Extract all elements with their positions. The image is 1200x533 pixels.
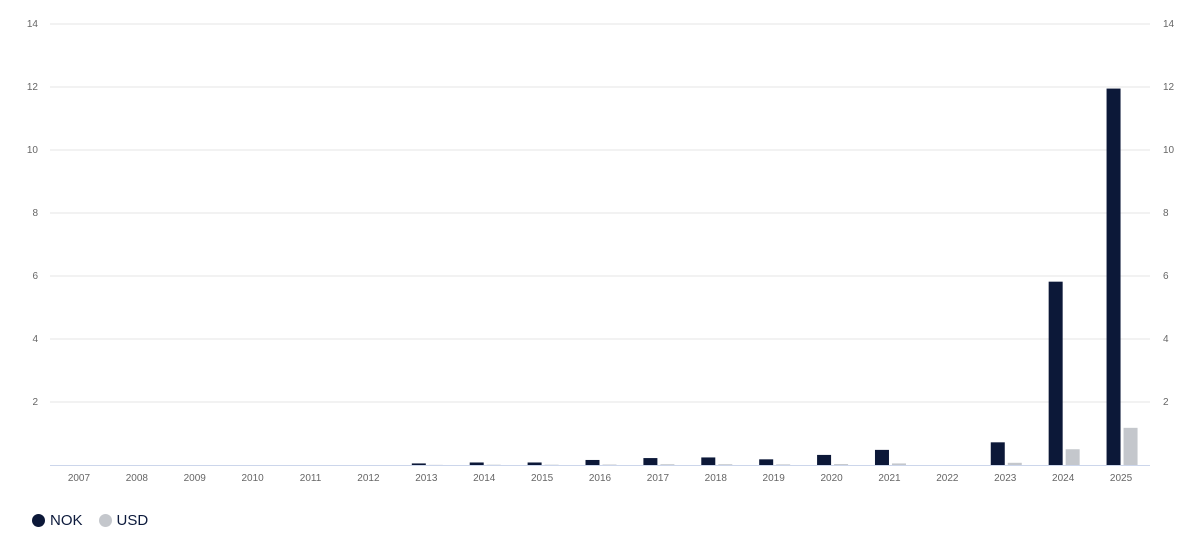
y-tick-label-left: 6 — [32, 271, 38, 282]
legend: NOK USD — [32, 512, 148, 529]
bar-usd-2025[interactable] — [1123, 427, 1138, 465]
bar-usd-2023[interactable] — [1007, 462, 1022, 465]
x-tick-label: 2015 — [531, 473, 554, 484]
x-tick-label: 2011 — [300, 473, 322, 484]
x-tick-label: 2010 — [242, 473, 265, 484]
bar-nok-2021[interactable] — [874, 449, 889, 465]
x-tick-label: 2021 — [878, 473, 901, 484]
bar-usd-2017[interactable] — [660, 464, 675, 465]
legend-label-usd: USD — [116, 512, 149, 529]
y-tick-label-right: 2 — [1163, 397, 1169, 408]
bar-nok-2025[interactable] — [1106, 88, 1121, 465]
y-tick-label-left: 8 — [32, 208, 38, 219]
bar-nok-2014[interactable] — [469, 462, 484, 465]
y-tick-label-left: 2 — [32, 397, 38, 408]
bar-nok-2024[interactable] — [1048, 281, 1063, 465]
bar-nok-2019[interactable] — [759, 459, 774, 465]
y-axis-right-ticks: 2 4 6 8 10 12 14 — [1163, 19, 1175, 408]
y-axis-left-ticks: 2 4 6 8 10 12 14 — [27, 19, 39, 408]
bar-nok-2015[interactable] — [527, 462, 542, 465]
bar-nok-2018[interactable] — [701, 457, 716, 465]
x-tick-label: 2009 — [184, 473, 207, 484]
y-tick-label-left: 14 — [27, 19, 39, 30]
legend-swatch-nok — [32, 514, 45, 527]
bars — [411, 88, 1138, 465]
legend-label-nok: NOK — [50, 512, 83, 529]
x-axis-ticks: 2007 2008 2009 2010 2011 2012 2013 2014 2015 2016… — [68, 473, 1133, 484]
y-tick-label-left: 4 — [32, 334, 38, 345]
bar-nok-2023[interactable] — [990, 442, 1005, 465]
y-tick-label-left: 12 — [27, 82, 39, 93]
y-tick-label-right: 8 — [1163, 208, 1169, 219]
y-tick-label-right: 12 — [1163, 82, 1175, 93]
x-tick-label: 2019 — [763, 473, 786, 484]
y-tick-label-right: 14 — [1163, 19, 1175, 30]
x-tick-label: 2007 — [68, 473, 91, 484]
y-tick-label-left: 10 — [27, 145, 39, 156]
bar-usd-2021[interactable] — [891, 463, 906, 465]
x-tick-label: 2022 — [936, 473, 959, 484]
bar-nok-2017[interactable] — [643, 458, 658, 465]
x-tick-label: 2023 — [994, 473, 1017, 484]
bar-usd-2018[interactable] — [718, 464, 733, 465]
bar-nok-2013[interactable] — [411, 463, 426, 465]
bar-usd-2019[interactable] — [776, 464, 791, 465]
x-tick-label: 2013 — [415, 473, 438, 484]
legend-swatch-usd — [98, 514, 112, 527]
x-tick-label: 2017 — [647, 473, 670, 484]
bar-usd-2020[interactable] — [834, 464, 849, 465]
bar-nok-2016[interactable] — [585, 459, 600, 465]
x-tick-label: 2025 — [1110, 473, 1133, 484]
x-tick-label: 2016 — [589, 473, 612, 484]
bar-nok-2020[interactable] — [817, 454, 832, 465]
x-tick-label: 2008 — [126, 473, 149, 484]
x-tick-label: 2020 — [820, 473, 843, 484]
legend-item-nok[interactable]: NOK — [32, 512, 83, 529]
grid-lines — [50, 23, 1150, 403]
x-tick-label: 2014 — [473, 473, 496, 484]
bar-usd-2024[interactable] — [1065, 449, 1080, 465]
x-tick-label: 2018 — [705, 473, 728, 484]
legend-item-usd[interactable]: USD — [98, 512, 149, 529]
y-tick-label-right: 4 — [1163, 334, 1169, 345]
y-tick-label-right: 6 — [1163, 271, 1169, 282]
x-tick-label: 2024 — [1052, 473, 1075, 484]
x-tick-label: 2012 — [357, 473, 380, 484]
y-tick-label-right: 10 — [1163, 145, 1175, 156]
